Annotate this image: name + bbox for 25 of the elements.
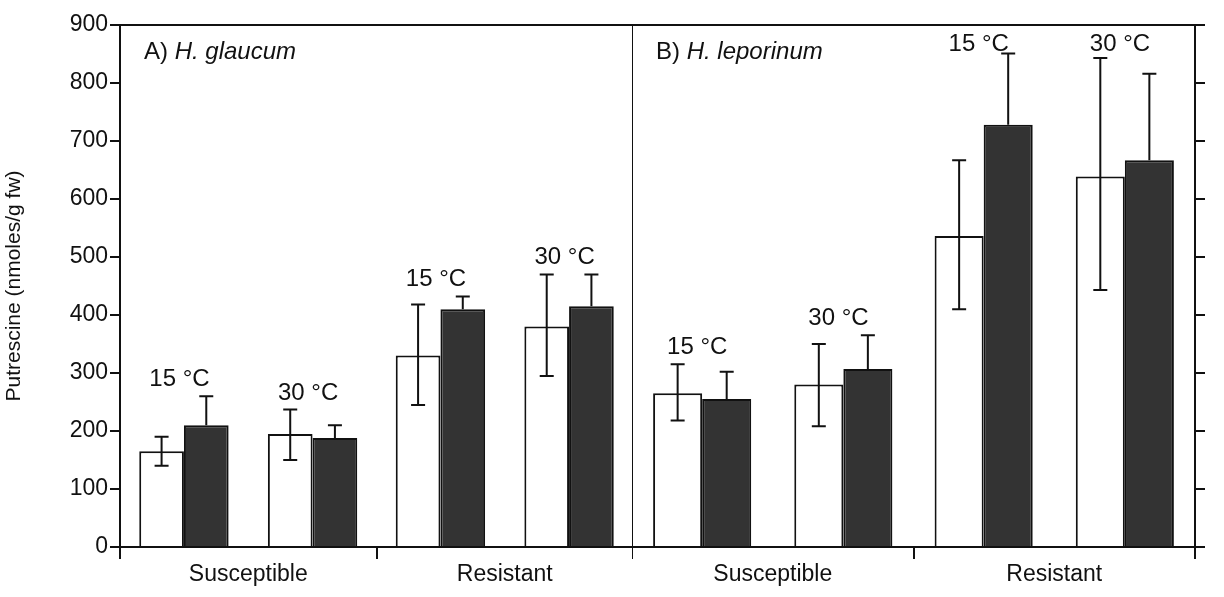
x-tick-label: Resistant [1006, 560, 1103, 587]
y-tick-label: 100 [69, 474, 108, 501]
text: 15 °C [948, 29, 1009, 56]
y-tick-label: 700 [69, 126, 108, 153]
y-tick-label: 400 [69, 300, 108, 327]
y-tick-label: 900 [69, 10, 108, 37]
y-tick-label: 0 [95, 532, 108, 559]
y-tick-label: 600 [69, 184, 108, 211]
y-axis-title: Putrescine (nmoles/g fw) [1, 170, 25, 402]
y-tick-label: 500 [69, 242, 108, 269]
text: 30 °C [1089, 29, 1151, 56]
text: 30 °C [534, 242, 595, 270]
x-tick-label: Susceptible [713, 560, 833, 587]
text: 15 °C [149, 364, 210, 392]
x-tick-label: Resistant [456, 560, 554, 587]
series-label: 30 °C [277, 377, 339, 405]
text: B) H. leporinum [656, 37, 823, 64]
y-tick-label: 200 [69, 416, 108, 443]
x-tick-label: Susceptible [188, 560, 308, 587]
series-label: 15 °C [667, 332, 728, 360]
y-tick-label: 300 [69, 358, 108, 385]
text: 30 °C [808, 303, 869, 331]
text: A) H. glaucum [144, 37, 297, 64]
y-tick-label: 800 [69, 68, 108, 95]
text: 15 °C [405, 264, 467, 292]
